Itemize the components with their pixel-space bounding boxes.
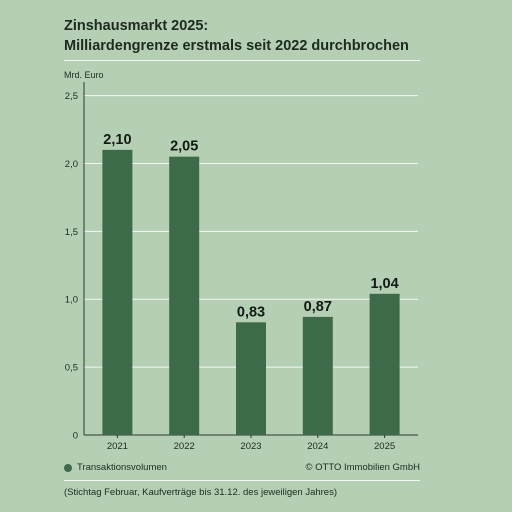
- bar-value-label: 0,87: [304, 299, 332, 315]
- chart-title: Zinshausmarkt 2025: Milliardengrenze ers…: [64, 16, 424, 56]
- y-tick-label: 0: [73, 431, 78, 442]
- chart-footer: Transaktionsvolumen © OTTO Immobilien Gm…: [64, 462, 420, 473]
- bar: [302, 316, 333, 435]
- x-tick-label: 2021: [107, 441, 128, 452]
- x-tick-label: 2025: [374, 441, 395, 452]
- top-divider: [64, 60, 420, 61]
- bar: [236, 322, 266, 435]
- y-axis-label: Mrd. Euro: [64, 70, 104, 80]
- y-tick-label: 1,5: [65, 227, 78, 238]
- footnote: (Stichtag Februar, Kaufverträge bis 31.1…: [64, 487, 338, 498]
- x-tick-label: 2023: [240, 441, 261, 452]
- y-tick-label: 0,5: [65, 363, 78, 374]
- x-tick-label: 2024: [307, 441, 328, 452]
- bar: [102, 149, 133, 435]
- bar-value-label: 2,10: [103, 132, 131, 148]
- source-credit: © OTTO Immobilien GmbH: [305, 462, 420, 473]
- y-tick-label: 1,0: [65, 295, 78, 306]
- legend: Transaktionsvolumen: [64, 462, 167, 473]
- y-tick-label: 2,0: [65, 159, 78, 170]
- bar: [169, 156, 200, 435]
- bottom-divider: [64, 480, 420, 481]
- legend-label: Transaktionsvolumen: [77, 462, 167, 473]
- y-tick-label: 2,5: [65, 91, 78, 102]
- legend-swatch-icon: [64, 463, 72, 472]
- x-tick-label: 2022: [174, 441, 195, 452]
- title-line-2: Milliardengrenze erstmals seit 2022 durc…: [64, 38, 409, 54]
- title-line-1: Zinshausmarkt 2025:: [64, 18, 209, 34]
- bar: [369, 293, 400, 435]
- bar-value-label: 1,04: [370, 276, 398, 292]
- bar-value-label: 2,05: [170, 139, 198, 155]
- bar-value-label: 0,83: [237, 304, 265, 320]
